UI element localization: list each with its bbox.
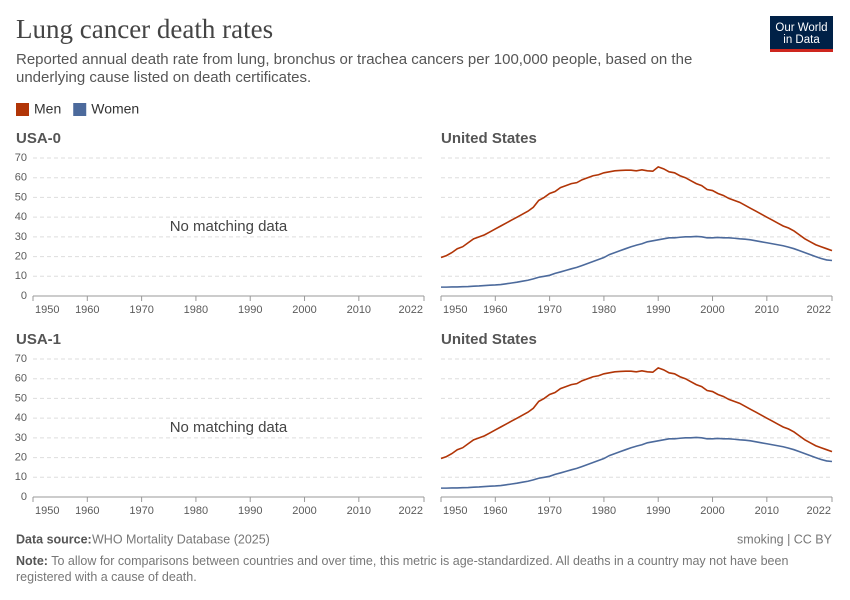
y-tick-label: 60 <box>15 172 27 184</box>
y-tick-label: 70 <box>15 152 27 164</box>
x-tick-label: 2022 <box>807 304 831 316</box>
x-tick-label: 1950 <box>35 505 59 517</box>
x-tick-label: 1950 <box>443 304 467 316</box>
x-tick-label: 2010 <box>347 505 371 517</box>
chart-title: Lung cancer death rates <box>16 14 273 44</box>
x-tick-label: 1960 <box>483 304 507 316</box>
x-tick-label: 1990 <box>238 505 262 517</box>
x-tick-label: 1980 <box>184 304 208 316</box>
legend-swatch <box>16 103 29 116</box>
y-tick-label: 60 <box>15 373 27 385</box>
x-tick-label: 2000 <box>292 304 316 316</box>
logo <box>770 16 833 52</box>
x-tick-label: 1950 <box>35 304 59 316</box>
y-tick-label: 30 <box>15 231 27 243</box>
x-tick-label: 1990 <box>238 304 262 316</box>
x-tick-label: 2010 <box>755 304 779 316</box>
legend-label: Men <box>34 101 61 117</box>
note: Note: To allow for comparisons between c… <box>16 553 836 585</box>
legend-swatch <box>73 103 87 116</box>
y-tick-label: 20 <box>15 250 27 262</box>
panel-title: USA-1 <box>16 331 61 348</box>
license: smoking | CC BY <box>737 532 833 546</box>
note-label: Note: <box>16 554 48 568</box>
annotation: No matching data <box>170 218 288 235</box>
x-tick-label: 1970 <box>537 505 561 517</box>
y-tick-label: 30 <box>15 432 27 444</box>
x-tick-label: 2000 <box>700 304 724 316</box>
x-tick-label: 2010 <box>347 304 371 316</box>
x-tick-label: 2010 <box>755 505 779 517</box>
x-tick-label: 1970 <box>129 304 153 316</box>
logo-bar <box>770 49 833 52</box>
x-tick-label: 1960 <box>75 505 99 517</box>
y-tick-label: 20 <box>15 451 27 463</box>
x-tick-label: 1980 <box>184 505 208 517</box>
x-tick-label: 1960 <box>483 505 507 517</box>
y-tick-label: 0 <box>21 491 27 503</box>
y-tick-label: 50 <box>15 191 27 203</box>
x-tick-label: 1980 <box>592 505 616 517</box>
panel-title: United States <box>441 331 537 348</box>
y-tick-label: 50 <box>15 392 27 404</box>
logo-text: Our World <box>775 22 827 34</box>
line <box>441 235 833 288</box>
x-tick-label: 2022 <box>399 304 423 316</box>
subtitle: Reported annual death rate from lung, br… <box>16 51 693 86</box>
y-tick-label: 40 <box>15 412 27 424</box>
line <box>440 366 833 460</box>
x-tick-label: 1980 <box>592 304 616 316</box>
x-tick-label: 1960 <box>75 304 99 316</box>
source: WHO Mortality Database (2025) <box>92 532 270 546</box>
line <box>441 436 833 489</box>
y-tick-label: 10 <box>15 270 27 282</box>
source-label: Data source: <box>16 532 92 546</box>
logo-text: in Data <box>783 34 820 46</box>
note-text: To allow for comparisons between countri… <box>16 554 789 584</box>
x-tick-label: 1970 <box>537 304 561 316</box>
x-tick-label: 2022 <box>807 505 831 517</box>
panel-title: United States <box>441 130 537 147</box>
y-tick-label: 0 <box>21 290 27 302</box>
y-tick-label: 40 <box>15 211 27 223</box>
x-tick-label: 1950 <box>443 505 467 517</box>
annotation: No matching data <box>170 419 288 436</box>
x-tick-label: 2022 <box>399 505 423 517</box>
panel-title: USA-0 <box>16 130 61 147</box>
x-tick-label: 2000 <box>292 505 316 517</box>
x-tick-label: 1970 <box>129 505 153 517</box>
line <box>440 165 833 259</box>
x-tick-label: 1990 <box>646 505 670 517</box>
x-tick-label: 2000 <box>700 505 724 517</box>
legend-label: Women <box>91 101 139 117</box>
y-tick-label: 10 <box>15 471 27 483</box>
y-tick-label: 70 <box>15 353 27 365</box>
x-tick-label: 1990 <box>646 304 670 316</box>
